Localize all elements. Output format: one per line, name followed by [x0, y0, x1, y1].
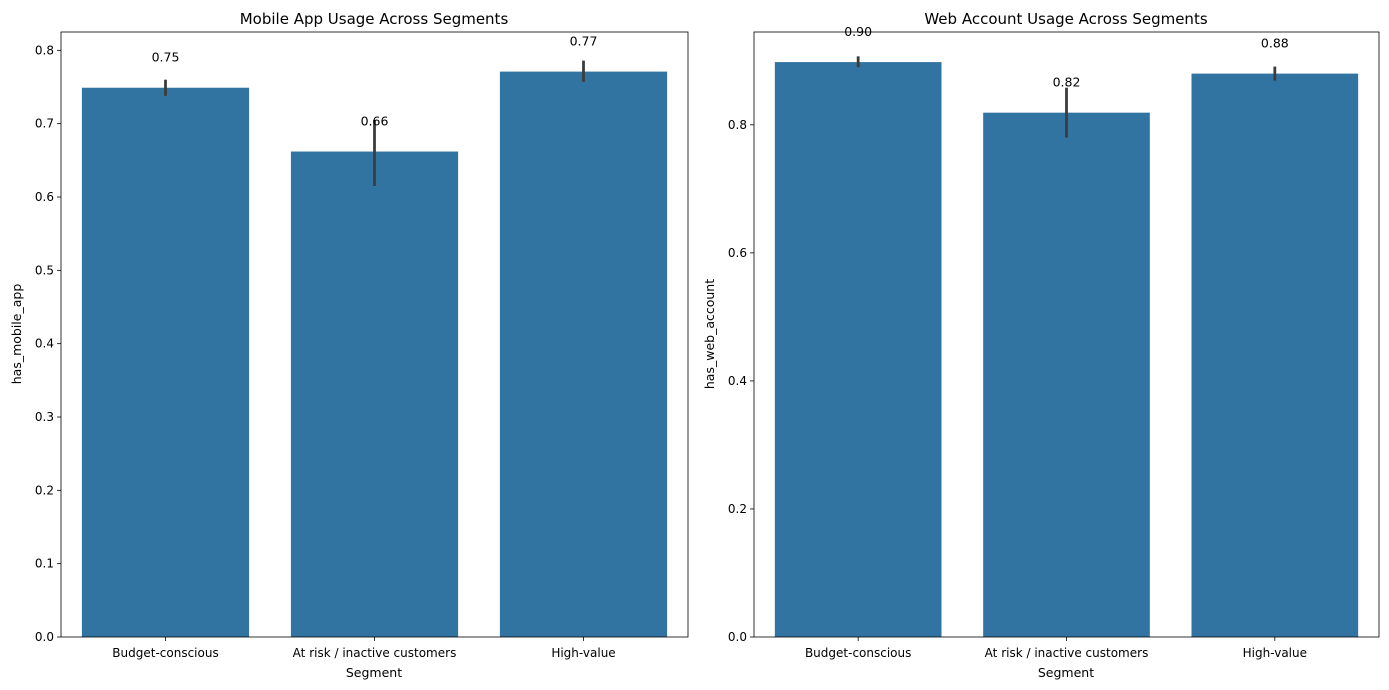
y-tick-label: 0.2 — [35, 483, 54, 497]
data-label-0: 0.75 — [152, 50, 180, 65]
x-axis-label: Segment — [346, 665, 402, 680]
bar-0 — [81, 87, 250, 637]
bar-0 — [774, 62, 942, 637]
chart-mobile-app: Mobile App Usage Across Segments 0.75 0.6… — [9, 10, 689, 680]
data-label-2: 0.88 — [1261, 36, 1289, 51]
data-label-0: 0.90 — [844, 24, 872, 39]
x-tick-label: At risk / inactive customers — [985, 646, 1149, 660]
x-tick-label: Budget-conscious — [112, 646, 218, 660]
y-tick-label: 0.6 — [728, 246, 747, 260]
y-tick-label: 0.5 — [35, 263, 54, 277]
y-tick-label: 0.0 — [728, 630, 747, 644]
y-tick-label: 0.7 — [35, 117, 54, 131]
y-axis-label: has_mobile_app — [9, 284, 24, 385]
chart-title: Web Account Usage Across Segments — [924, 10, 1207, 28]
y-tick-label: 0.0 — [35, 630, 54, 644]
bar-1 — [983, 112, 1150, 637]
y-tick-label: 0.4 — [728, 374, 747, 388]
x-tick-label: Budget-conscious — [805, 646, 911, 660]
y-tick-label: 0.8 — [35, 43, 54, 57]
data-label-1: 0.82 — [1053, 75, 1081, 90]
data-label-2: 0.77 — [570, 34, 598, 49]
y-axis-label: has_web_account — [702, 279, 717, 389]
x-axis-label: Segment — [1038, 665, 1094, 680]
x-tick-label: High-value — [1243, 646, 1307, 660]
bar-2 — [1191, 73, 1359, 637]
chart-web-account: Web Account Usage Across Segments 0.90 0.… — [702, 10, 1380, 680]
y-tick-label: 0.1 — [35, 557, 54, 571]
y-tick-label: 0.6 — [35, 190, 54, 204]
bar-1 — [290, 151, 459, 638]
y-tick-label: 0.3 — [35, 410, 54, 424]
bar-2 — [499, 71, 668, 638]
x-tick-label: At risk / inactive customers — [293, 646, 457, 660]
y-tick-label: 0.8 — [728, 118, 747, 132]
y-tick-label: 0.4 — [35, 337, 54, 351]
data-label-1: 0.66 — [361, 114, 389, 129]
x-tick-label: High-value — [551, 646, 615, 660]
y-tick-label: 0.2 — [728, 502, 747, 516]
chart-title: Mobile App Usage Across Segments — [240, 10, 509, 28]
